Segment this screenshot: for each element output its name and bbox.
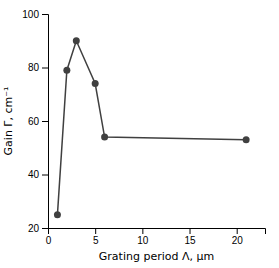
point — [54, 211, 61, 218]
x-tick-label: 15 — [184, 235, 196, 246]
x-tick-mark — [237, 228, 238, 234]
chart: 0 5 10 15 20 20 40 60 80 100 Grating period Λ, μm G… — [0, 0, 279, 268]
x-axis-line — [49, 229, 266, 235]
x-tick-label: 20 — [232, 235, 244, 246]
y-tick-label: 60 — [28, 116, 40, 127]
y-tick-mark — [42, 68, 48, 69]
data-layer — [54, 37, 250, 218]
x-tick: 0 — [46, 228, 52, 246]
x-tick-mark — [142, 228, 143, 234]
x-tick: 5 — [93, 228, 99, 246]
point — [63, 67, 70, 74]
x-tick-mark — [190, 228, 191, 234]
x-axis: 0 5 10 15 20 — [46, 228, 266, 246]
y-tick-label: 80 — [28, 62, 40, 73]
y-tick-label: 40 — [28, 169, 40, 180]
x-tick-label: 0 — [46, 235, 52, 246]
x-tick-mark — [95, 228, 96, 234]
y-tick-mark — [42, 228, 48, 229]
x-tick-label: 10 — [137, 235, 149, 246]
y-tick: 40 — [28, 169, 48, 180]
y-tick: 60 — [28, 116, 48, 127]
y-tick: 100 — [22, 9, 48, 20]
point — [243, 136, 250, 143]
y-tick-mark — [42, 175, 48, 176]
x-axis-title: Grating period Λ, μm — [99, 250, 214, 263]
x-tick: 15 — [184, 228, 196, 246]
y-axis-title: Gain Γ, cm⁻¹ — [2, 87, 15, 156]
y-tick: 80 — [28, 62, 48, 73]
plot: 0 5 10 15 20 20 40 60 80 100 Grating period Λ, μm G… — [2, 9, 266, 263]
y-axis: 20 40 60 80 100 — [22, 9, 48, 234]
y-tick-label: 20 — [28, 223, 40, 234]
point — [73, 37, 80, 44]
y-tick: 20 — [28, 223, 48, 234]
line — [57, 41, 246, 215]
y-tick-label: 100 — [22, 9, 39, 20]
y-tick-mark — [42, 14, 48, 15]
point — [101, 134, 108, 141]
y-axis-line — [42, 15, 49, 229]
point — [92, 80, 99, 87]
x-tick: 10 — [137, 228, 149, 246]
x-tick: 20 — [232, 228, 244, 246]
x-tick-label: 5 — [93, 235, 99, 246]
y-tick-mark — [42, 121, 48, 122]
